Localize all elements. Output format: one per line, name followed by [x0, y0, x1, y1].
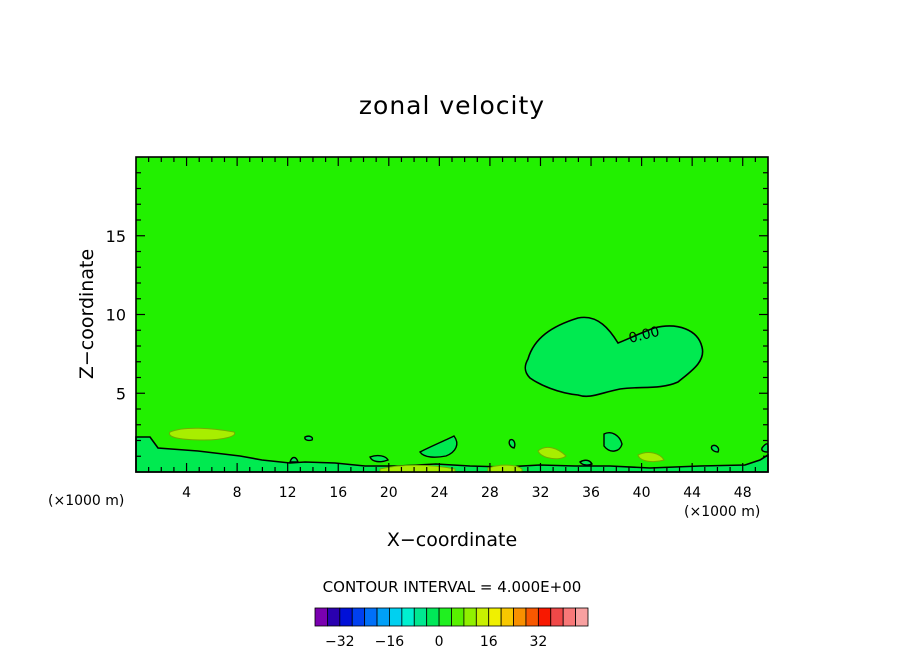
colorbar-swatch	[537, 607, 552, 627]
x-tick-label: 12	[279, 485, 297, 501]
colorbar-tick-label: 16	[480, 634, 498, 650]
plot-background	[136, 157, 768, 472]
zero-contour-island	[710, 444, 720, 453]
x-axis-label: X−coordinate	[387, 529, 517, 551]
shallow-layer-region	[135, 436, 769, 473]
x-tick-label: 40	[633, 485, 651, 501]
plot-area: 0.00	[135, 156, 769, 473]
colorbar-swatch	[513, 607, 527, 627]
x-tick-label: 44	[683, 485, 701, 501]
y-tick-label: 15	[106, 227, 126, 246]
weak-positive-patch	[379, 464, 456, 473]
colorbar-swatch	[426, 607, 440, 627]
y-tick-labels: 5 10 15	[106, 227, 126, 404]
zero-contour-island	[289, 456, 299, 463]
colorbar-tick-label: −32	[325, 634, 355, 650]
colorbar-tick-label: 0	[435, 634, 444, 650]
colorbar-tick-label: 32	[529, 634, 547, 650]
y-tick-label: 5	[116, 384, 126, 403]
colorbar-swatch	[389, 607, 403, 627]
y-tick-label: 10	[106, 306, 126, 325]
colorbar-swatch	[488, 607, 502, 627]
zero-contour-island	[369, 454, 389, 463]
x-tick-label: 24	[430, 485, 448, 501]
colorbar-swatch	[376, 607, 390, 627]
colorbar-swatch	[351, 607, 366, 627]
colorbar-swatch	[463, 607, 477, 627]
weak-positive-patch	[637, 452, 665, 463]
x-tick-label: 8	[233, 485, 242, 501]
zero-contour-island	[603, 432, 623, 452]
x-unit-left: (×1000 m)	[48, 493, 124, 509]
colorbar-swatch	[327, 607, 341, 627]
x-tick-label: 4	[182, 485, 191, 501]
chart-title: zonal velocity	[359, 91, 545, 120]
x-tick-labels: 4 8 12 16 20 24 28 32 36 40 44 48	[182, 485, 752, 501]
colorbar-swatch	[339, 607, 353, 627]
colorbar-swatch	[562, 607, 576, 627]
colorbar-swatch	[550, 607, 564, 627]
weak-positive-patch	[537, 446, 567, 460]
x-tick-label: 32	[532, 485, 550, 501]
colorbar-swatch	[500, 607, 514, 627]
zero-contour-island	[508, 438, 516, 449]
colorbar-swatch	[451, 607, 465, 627]
weak-positive-patch	[487, 464, 523, 473]
colorbar-swatch	[413, 607, 428, 627]
colorbar-swatch	[314, 607, 328, 627]
x-unit-right: (×1000 m)	[684, 504, 760, 520]
weak-positive-patch	[168, 427, 236, 441]
colorbar	[314, 607, 589, 627]
colorbar-swatch	[364, 607, 378, 627]
zero-contour-island	[304, 435, 314, 442]
contour-interval-text: CONTOUR INTERVAL = 4.000E+00	[323, 578, 582, 596]
x-tick-label: 48	[734, 485, 752, 501]
x-tick-label: 20	[380, 485, 398, 501]
colorbar-labels: −32 −16 0 16 32	[325, 634, 547, 650]
colorbar-swatch	[475, 607, 490, 627]
zero-contour-island	[579, 459, 593, 466]
x-tick-label: 36	[582, 485, 600, 501]
zero-contour-island	[418, 435, 458, 458]
y-axis-label: Z−coordinate	[76, 249, 98, 379]
upper-cell-region	[524, 316, 704, 398]
axis-ticks	[136, 157, 768, 472]
x-tick-label: 16	[329, 485, 347, 501]
contour-value-label: 0.00	[627, 324, 661, 347]
colorbar-tick-label: −16	[375, 634, 405, 650]
colorbar-swatch	[525, 607, 539, 627]
colorbar-swatch	[401, 607, 415, 627]
colorbar-swatch	[438, 607, 452, 627]
colorbar-swatch	[575, 607, 589, 627]
x-tick-label: 28	[481, 485, 499, 501]
